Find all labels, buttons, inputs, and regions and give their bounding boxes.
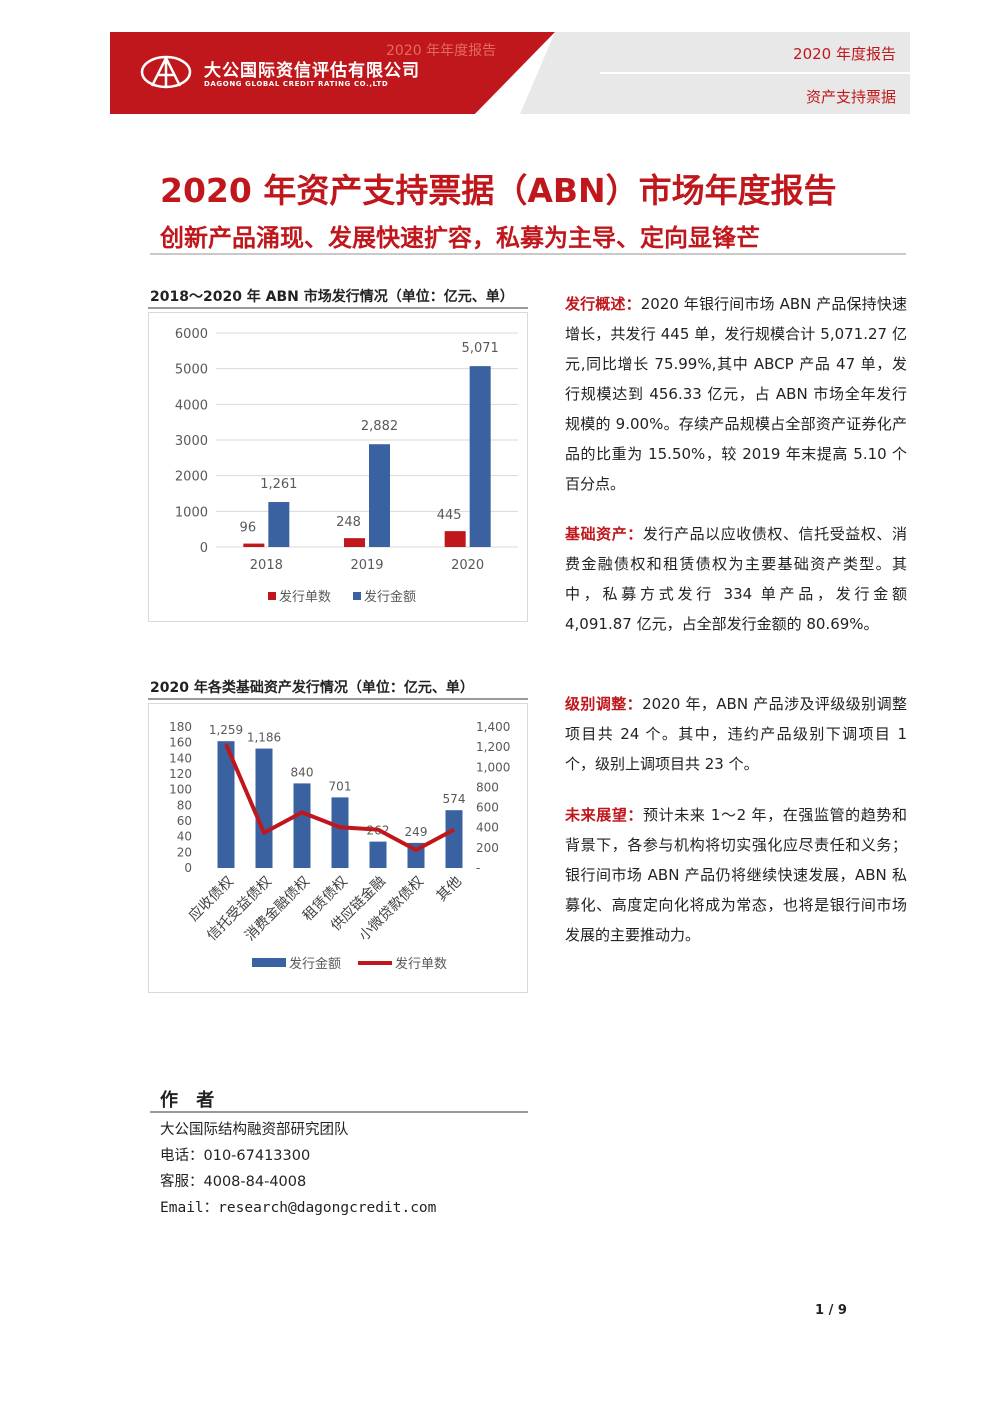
chart1-legend-swatch (353, 592, 361, 600)
chart2-right-ytick: 800 (476, 780, 499, 794)
author-divider (150, 1111, 528, 1113)
section-assets-lead: 基础资产： (565, 525, 643, 543)
chart1-data-label: 445 (437, 508, 462, 523)
chart2-right-ytick: 200 (476, 841, 499, 855)
chart2-right-ytick: 1,200 (476, 740, 510, 754)
report-topic-label: 资产支持票据 (805, 88, 896, 106)
chart2-bar (217, 741, 235, 868)
chart2-data-label: 1,259 (209, 723, 243, 737)
section-rating-adjustment: 级别调整：2020 年，ABN 产品涉及评级级别调整项目共 24 个。其中，违约… (565, 689, 907, 779)
chart2-left-ytick: 80 (177, 798, 192, 812)
chart2-data-label: 840 (291, 765, 314, 779)
title-divider (150, 253, 906, 255)
chart2-data-label: 574 (443, 792, 466, 806)
chart2-left-ytick: 0 (184, 861, 192, 875)
company-logo-icon (140, 55, 192, 89)
company-name-cn: 大公国际资信评估有限公司 (204, 61, 420, 81)
chart1-ytick-label: 5000 (175, 363, 208, 378)
section-overview-body: 2020 年银行间市场 ABN 产品保持快速增长，共发行 445 单，发行规模合… (565, 295, 907, 493)
section-underlying-assets: 基础资产：发行产品以应收债权、信托受益权、消费金融债权和租赁债权为主要基础资产类… (565, 519, 907, 639)
chart1-bar (444, 531, 466, 547)
chart2-data-label: 701 (329, 779, 352, 793)
chart2-left-ytick: 120 (169, 767, 192, 781)
section-overview: 发行概述：2020 年银行间市场 ABN 产品保持快速增长，共发行 445 单，… (565, 289, 907, 499)
author-email[interactable]: Email：research@dagongcredit.com (160, 1200, 437, 1216)
company-name-en: DAGONG GLOBAL CREDIT RATING CO.,LTD (204, 80, 389, 88)
author-phone: 电话：010-67413300 (160, 1148, 311, 1164)
chart1-bar (243, 543, 265, 547)
chart1-data-label: 1,261 (260, 477, 297, 492)
section-outlook-body: 预计未来 1～2 年，在强监管的趋势和背景下，各参与机构将切实强化应尽责任和义务… (565, 806, 907, 944)
chart1-bar (469, 366, 491, 547)
chart2-right-ytick: - (476, 861, 480, 875)
chart1-data-label: 5,071 (462, 341, 499, 356)
chart1-xtick-label: 2019 (350, 558, 383, 573)
chart2-bar (255, 748, 273, 868)
chart1-legend-label: 发行金额 (364, 589, 416, 605)
page-number: 1 / 9 (815, 1303, 847, 1318)
chart1-bar (268, 502, 290, 547)
chart2-data-label: 249 (405, 825, 428, 839)
chart2-right-ytick: 1,000 (476, 760, 510, 774)
chart1-title-rule (148, 307, 528, 309)
chart1-data-label: 96 (240, 521, 257, 536)
chart1-ytick-label: 0 (200, 541, 208, 556)
author-team: 大公国际结构融资部研究团队 (160, 1122, 349, 1138)
report-type-label: 2020 年度报告 (793, 45, 896, 63)
header-ghost-text: 2020 年年度报告 (386, 43, 497, 59)
chart1-title: 2018～2020 年 ABN 市场发行情况（单位：亿元、单） (150, 289, 514, 305)
header-divider (600, 72, 910, 74)
chart2-bar (293, 783, 311, 868)
chart1-legend-swatch (268, 592, 276, 600)
chart2-left-ytick: 140 (169, 751, 192, 765)
section-rating-body: 2020 年，ABN 产品涉及评级级别调整项目共 24 个。其中，违约产品级别下… (565, 695, 907, 773)
chart2-legend-label: 发行单数 (395, 956, 447, 972)
chart1-ytick-label: 2000 (175, 470, 208, 485)
chart2-data-label: 1,186 (247, 731, 281, 745)
section-outlook: 未来展望：预计未来 1～2 年，在强监管的趋势和背景下，各参与机构将切实强化应尽… (565, 800, 907, 950)
chart2-bar (369, 841, 387, 868)
chart2-left-ytick: 20 (177, 845, 192, 859)
chart2-line-series (224, 743, 455, 852)
chart2-legend-swatch (252, 958, 286, 967)
section-rating-lead: 级别调整： (565, 695, 643, 713)
chart2-left-ytick: 60 (177, 814, 192, 828)
chart2-left-ytick: 160 (169, 736, 192, 750)
chart1-bar (344, 538, 365, 547)
section-outlook-lead: 未来展望： (565, 806, 644, 824)
chart1-data-label: 2,882 (361, 419, 398, 434)
chart1-frame (148, 312, 528, 622)
chart1-bar (369, 444, 390, 547)
page-title: 2020 年资产支持票据（ABN）市场年度报告 (160, 171, 837, 210)
chart2-title: 2020 年各类基础资产发行情况（单位：亿元、单） (150, 680, 474, 696)
chart1-ytick-label: 3000 (175, 434, 208, 449)
chart1-ytick-label: 4000 (175, 398, 208, 413)
chart2-right-ytick: 600 (476, 801, 499, 815)
chart2-left-ytick: 100 (169, 783, 192, 797)
chart2-bar (331, 797, 349, 868)
chart2-legend-label: 发行金额 (289, 956, 341, 972)
section-assets-body: 发行产品以应收债权、信托受益权、消费金融债权和租赁债权为主要基础资产类型。其中，… (565, 525, 907, 633)
chart1-ytick-label: 1000 (175, 505, 208, 520)
chart2-left-ytick: 180 (169, 720, 192, 734)
chart1-xtick-label: 2020 (451, 558, 484, 573)
abn-issuance-chart: 0 1000 2000 3000 4000 5000 6000 96 1,261 2018 248 2… (148, 312, 528, 622)
chart1-legend-label: 发行单数 (279, 589, 331, 605)
page-subtitle: 创新产品涌现、发展快速扩容，私募为主导、定向显锋芒 (160, 224, 760, 252)
chart2-left-ytick: 40 (177, 830, 192, 844)
author-service: 客服：4008-84-4008 (160, 1174, 307, 1190)
chart2-bar (445, 810, 463, 868)
chart2-title-rule (148, 698, 528, 700)
chart1-ytick-label: 6000 (175, 327, 208, 342)
header-banner (110, 32, 555, 114)
chart2-right-ytick: 1,400 (476, 720, 510, 734)
author-heading: 作 者 (160, 1090, 221, 1111)
chart1-data-label: 248 (336, 515, 361, 530)
section-overview-lead: 发行概述： (565, 295, 641, 313)
chart2-right-ytick: 400 (476, 821, 499, 835)
chart1-xtick-label: 2018 (250, 558, 283, 573)
